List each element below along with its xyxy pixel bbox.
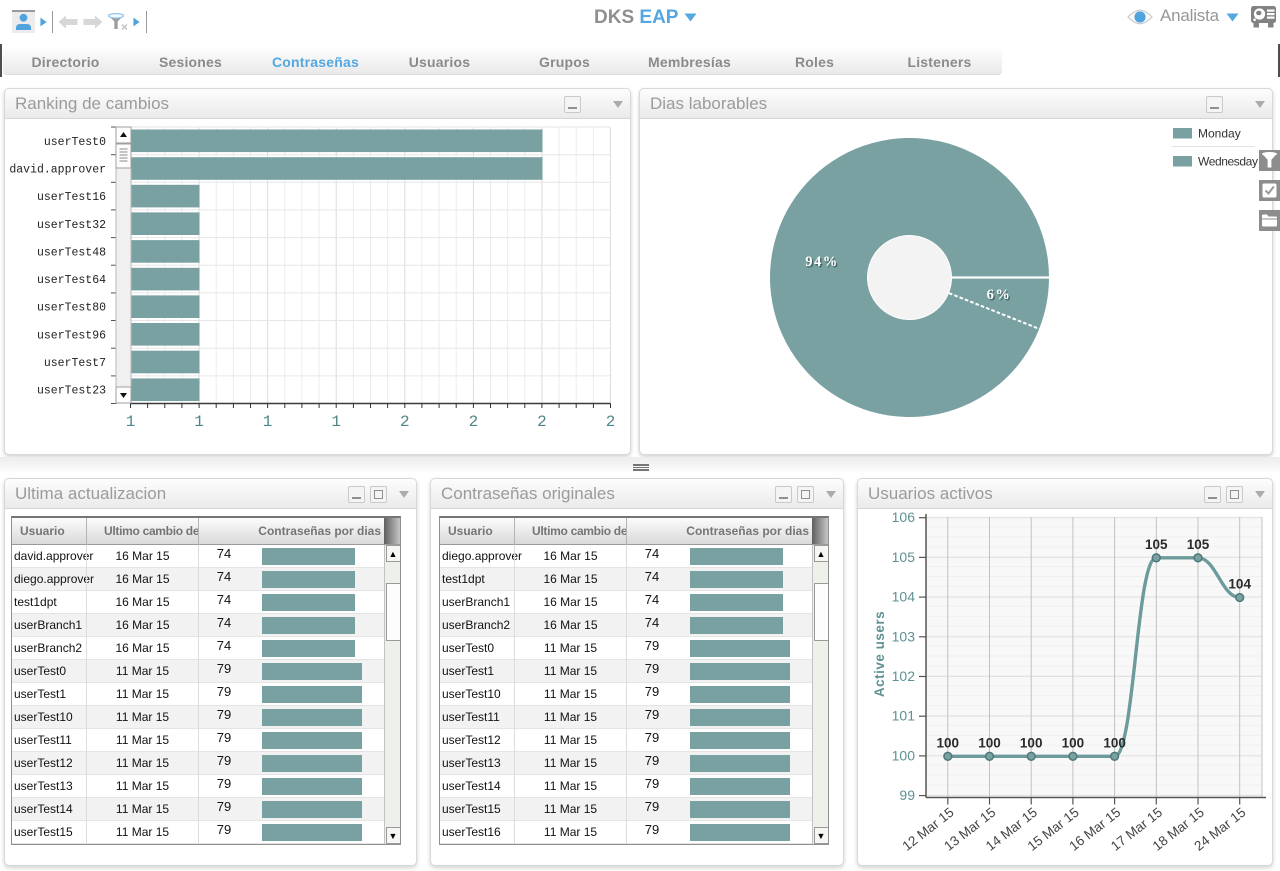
svg-text:100: 100 xyxy=(892,747,916,763)
svg-text:6%: 6% xyxy=(987,287,1012,303)
svg-text:david.approver: david.approver xyxy=(9,164,106,177)
svg-text:2: 2 xyxy=(400,413,410,431)
svg-text:106: 106 xyxy=(892,509,916,525)
svg-text:100: 100 xyxy=(1020,735,1043,750)
svg-text:userTest48: userTest48 xyxy=(37,246,106,259)
svg-text:1: 1 xyxy=(126,413,136,431)
svg-text:userTest7: userTest7 xyxy=(44,357,106,370)
svg-text:94%: 94% xyxy=(807,256,841,272)
svg-text:104: 104 xyxy=(1228,577,1251,592)
svg-text:userTest16: userTest16 xyxy=(37,191,106,204)
svg-text:userTest64: userTest64 xyxy=(37,274,106,287)
svg-text:102: 102 xyxy=(892,668,916,684)
svg-text:100: 100 xyxy=(978,735,1001,750)
svg-text:Active users: Active users xyxy=(872,611,887,697)
svg-text:100: 100 xyxy=(937,735,960,750)
svg-text:100: 100 xyxy=(1062,735,1085,750)
svg-text:1: 1 xyxy=(331,413,341,431)
svg-text:1: 1 xyxy=(194,413,204,431)
svg-text:userTest96: userTest96 xyxy=(37,329,106,342)
svg-text:userTest0: userTest0 xyxy=(44,136,106,149)
svg-text:103: 103 xyxy=(892,628,916,644)
svg-text:104: 104 xyxy=(892,589,916,605)
svg-text:2: 2 xyxy=(469,413,479,431)
svg-text:userTest80: userTest80 xyxy=(37,302,106,315)
svg-text:2: 2 xyxy=(537,413,547,431)
svg-text:99: 99 xyxy=(899,787,915,803)
svg-text:94%: 94% xyxy=(805,254,839,270)
svg-text:105: 105 xyxy=(1145,537,1168,552)
svg-text:userTest32: userTest32 xyxy=(37,219,106,232)
svg-text:105: 105 xyxy=(892,549,916,565)
svg-text:101: 101 xyxy=(892,708,916,724)
svg-text:2: 2 xyxy=(606,413,616,431)
svg-text:userTest23: userTest23 xyxy=(37,385,106,398)
svg-text:100: 100 xyxy=(1103,735,1126,750)
svg-text:1: 1 xyxy=(263,413,273,431)
svg-text:105: 105 xyxy=(1187,537,1210,552)
svg-text:6%: 6% xyxy=(988,289,1013,305)
svg-text:Wednesday: Wednesday xyxy=(1198,155,1258,169)
svg-text:Monday: Monday xyxy=(1198,127,1241,141)
